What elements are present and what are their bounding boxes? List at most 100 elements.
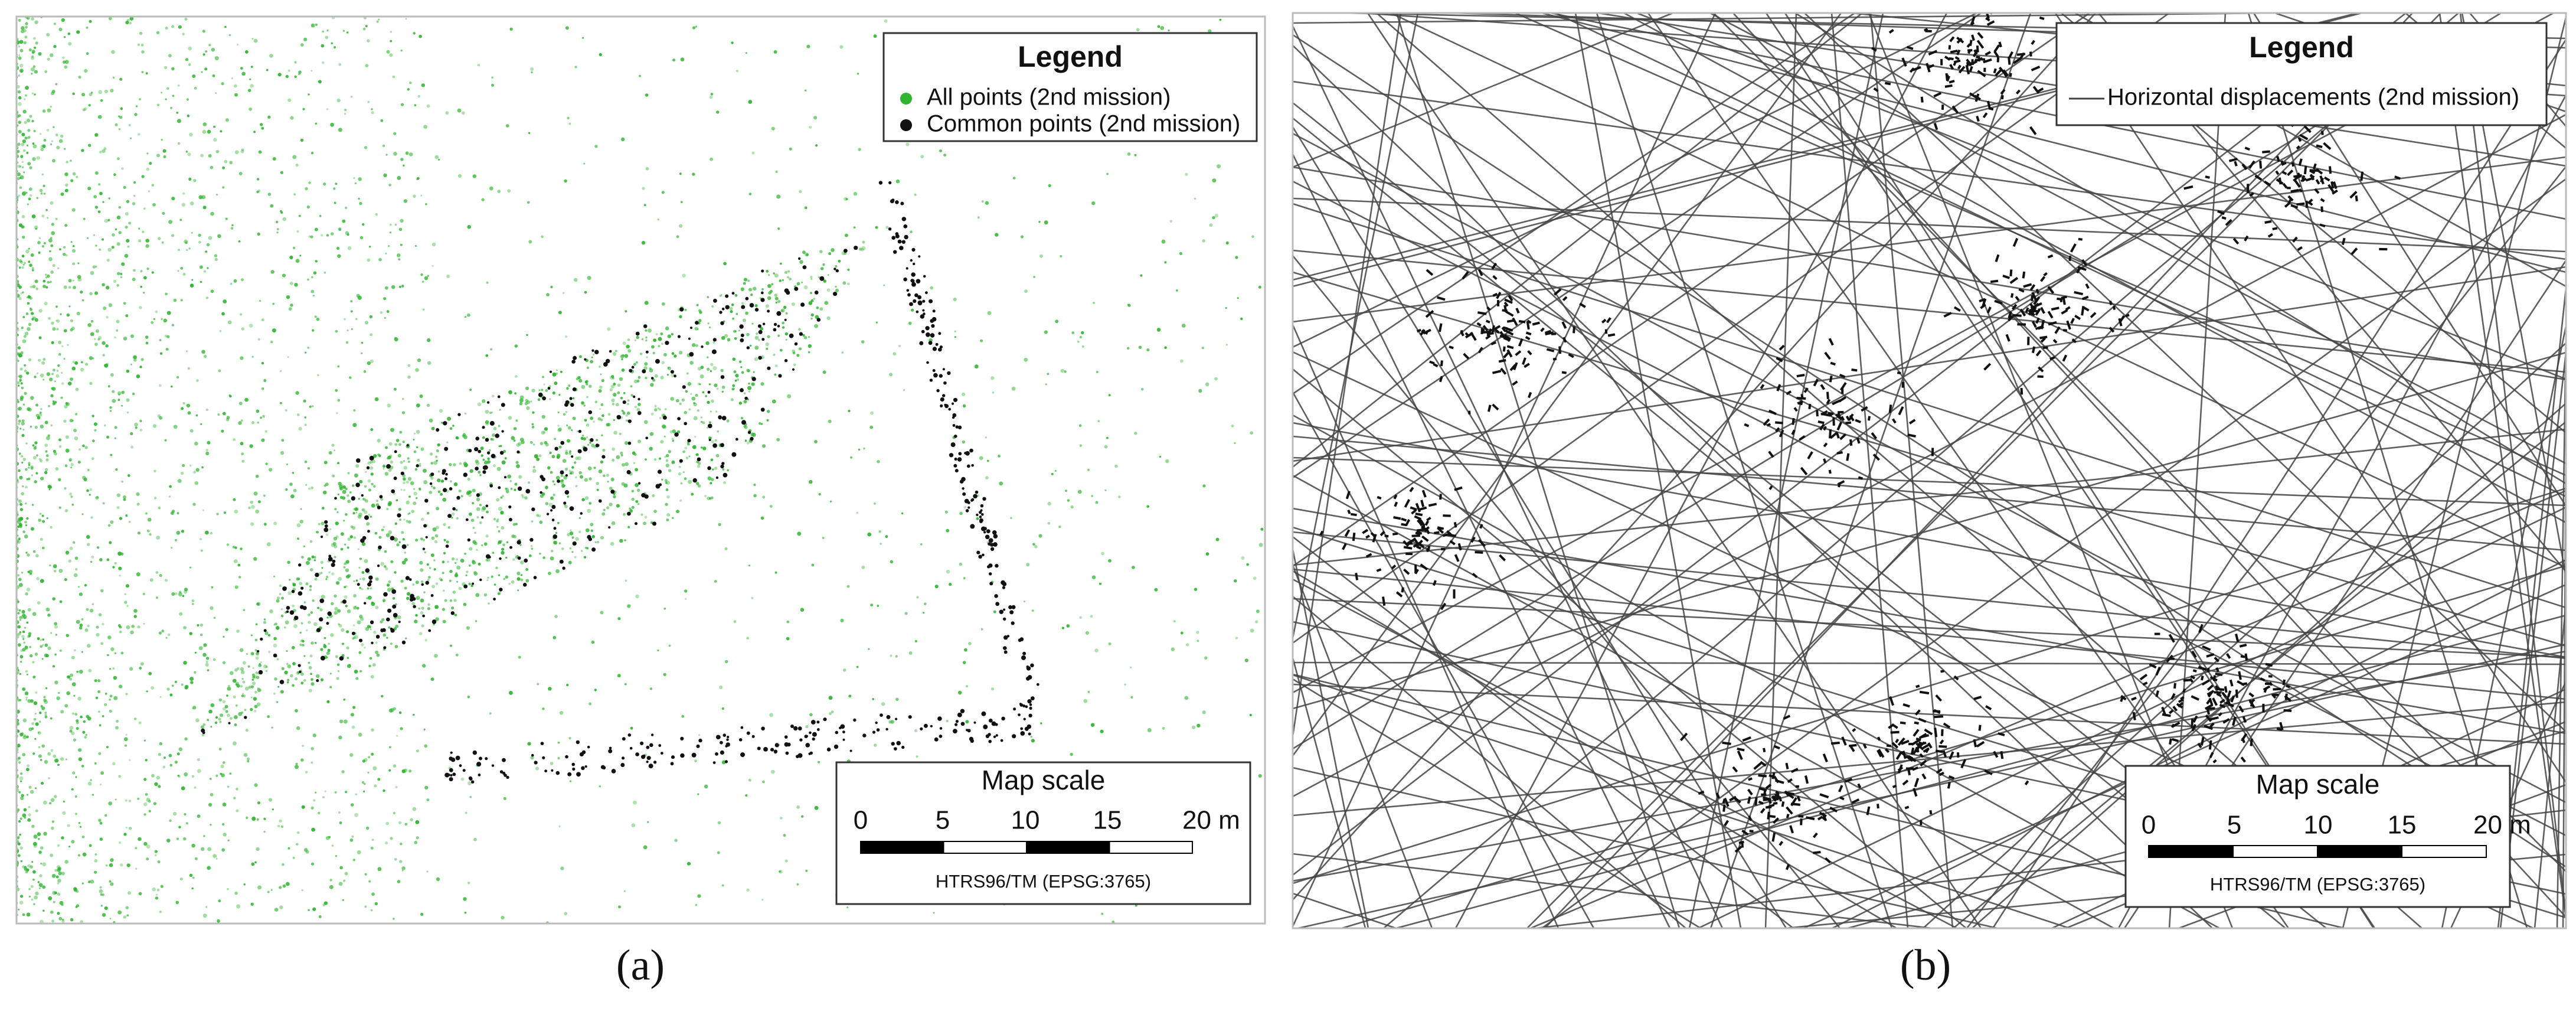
point (345, 206, 348, 210)
point (409, 81, 412, 84)
point (1231, 424, 1234, 428)
point (1212, 178, 1217, 183)
point (87, 187, 91, 191)
point (1100, 729, 1104, 733)
point (600, 373, 602, 376)
common-point (692, 478, 697, 483)
point (240, 67, 243, 70)
point (623, 483, 628, 488)
point (457, 174, 462, 178)
point (152, 424, 157, 428)
point (1173, 620, 1176, 622)
point (146, 152, 149, 155)
point (102, 354, 105, 357)
point (158, 785, 161, 788)
point (119, 684, 123, 689)
point (257, 500, 261, 504)
point (421, 606, 424, 610)
point (135, 847, 138, 850)
point (641, 338, 644, 341)
point (125, 906, 129, 909)
point (50, 53, 54, 57)
point (97, 690, 101, 693)
point (204, 354, 207, 358)
point (210, 703, 215, 707)
point (493, 464, 496, 468)
point (676, 235, 679, 239)
point (329, 885, 334, 889)
point (748, 192, 752, 195)
point (697, 328, 699, 331)
point (134, 422, 138, 427)
common-point (952, 424, 956, 427)
point (17, 381, 20, 384)
common-point (964, 498, 969, 504)
point (627, 338, 630, 341)
common-point (901, 745, 905, 749)
point (185, 350, 188, 353)
common-point (1018, 713, 1021, 716)
point (446, 441, 449, 443)
point (87, 781, 92, 786)
point (53, 22, 56, 25)
point (87, 323, 91, 327)
point (205, 657, 210, 660)
point (748, 382, 750, 385)
point (378, 257, 382, 262)
point (300, 639, 303, 642)
point (369, 246, 371, 248)
point (349, 753, 354, 757)
point (125, 733, 128, 736)
point (64, 578, 67, 581)
common-point (688, 337, 691, 340)
point (581, 401, 584, 405)
common-point (635, 522, 638, 526)
point (743, 282, 746, 285)
point (312, 599, 315, 602)
point (120, 863, 123, 867)
point (714, 439, 717, 442)
common-point (939, 345, 943, 349)
point (846, 906, 849, 909)
point (1071, 331, 1074, 334)
point (184, 588, 188, 592)
point (237, 44, 239, 46)
point (116, 242, 120, 246)
point (467, 882, 470, 885)
point (254, 861, 257, 864)
point (779, 348, 783, 352)
common-point (942, 368, 945, 371)
point (148, 800, 151, 803)
point (19, 619, 22, 621)
point (420, 580, 424, 583)
common-point (960, 709, 965, 713)
point (954, 336, 956, 338)
point (307, 557, 311, 561)
point (578, 517, 581, 519)
point (133, 355, 138, 360)
point (109, 698, 112, 701)
common-point (553, 527, 557, 530)
point (361, 508, 365, 512)
point (104, 703, 107, 706)
common-point (993, 735, 996, 739)
point (731, 303, 734, 306)
point (964, 648, 967, 652)
point (44, 760, 48, 764)
point (706, 426, 709, 429)
point (378, 536, 382, 539)
point (178, 25, 182, 29)
point (676, 430, 681, 434)
point (300, 672, 304, 676)
point (334, 607, 338, 611)
point (120, 276, 123, 279)
point (511, 534, 515, 538)
point (64, 148, 66, 150)
point (310, 151, 314, 155)
point (165, 292, 168, 296)
point (581, 435, 584, 437)
point (214, 257, 218, 262)
point (74, 361, 79, 365)
point (437, 490, 441, 494)
point (58, 916, 63, 921)
